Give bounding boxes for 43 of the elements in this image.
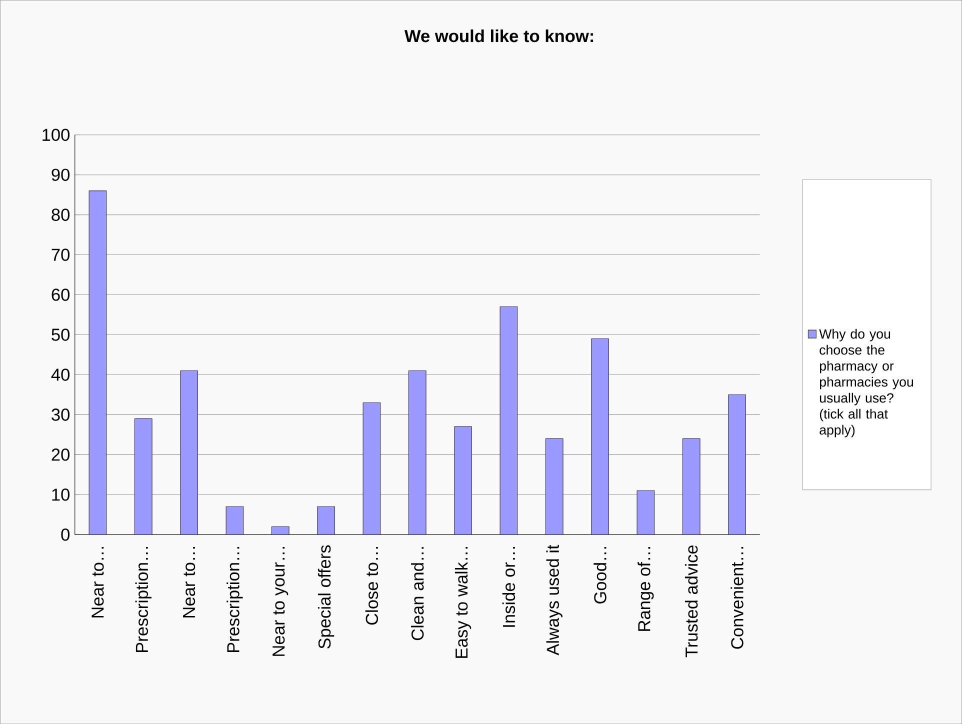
- bar: [591, 338, 609, 535]
- y-tick-label: 30: [52, 408, 70, 421]
- bar: [88, 190, 107, 535]
- bar: [545, 438, 564, 535]
- bar: [134, 418, 152, 535]
- legend-label: Why do you choose the pharmacy or pharmacies you usually use? (tick all that apply): [819, 328, 914, 438]
- y-tick-label: 50: [52, 328, 70, 341]
- y-tick-label: 20: [52, 448, 70, 461]
- x-tick-label: Near to…: [183, 546, 196, 618]
- x-tick-label: Inside or…: [502, 546, 516, 627]
- bar: [226, 506, 244, 535]
- x-tick-label: Prescription…: [226, 546, 243, 652]
- x-tick-label: Easy to walk…: [454, 546, 472, 658]
- bar: [408, 370, 426, 535]
- bar: [728, 394, 746, 535]
- bar: [317, 506, 335, 535]
- x-tick-label: Always used it: [546, 544, 562, 656]
- x-tick-label: Convenient…: [730, 546, 744, 649]
- chart-title: We would like to know:: [404, 29, 594, 42]
- bar: [682, 438, 700, 535]
- bar: [500, 306, 518, 535]
- bar: [362, 402, 381, 535]
- bar: [180, 370, 198, 535]
- x-tick-label: Near to your…: [272, 546, 288, 656]
- bar: [636, 490, 655, 535]
- x-tick-label: Special offers: [318, 545, 334, 648]
- bar: [271, 526, 290, 535]
- y-tick-label: 10: [52, 488, 70, 501]
- y-tick-label: 40: [51, 368, 70, 381]
- y-tick-label: 100: [42, 128, 70, 141]
- x-tick-label: Range of…: [638, 546, 654, 631]
- y-tick-label: 80: [52, 208, 70, 221]
- x-tick-label: Good…: [594, 546, 606, 604]
- y-tick-label: 90: [52, 168, 70, 181]
- x-tick-label: Close to…: [365, 546, 378, 625]
- x-tick-label: Prescription…: [135, 546, 152, 652]
- y-tick-label: 0: [61, 528, 70, 541]
- y-tick-label: 60: [52, 288, 70, 301]
- y-tick-label: 70: [52, 248, 70, 261]
- x-tick-label: Clean and…: [411, 547, 424, 640]
- bar: [454, 426, 472, 535]
- x-tick-label: Trusted advice: [684, 545, 698, 658]
- x-tick-label: Near to…: [92, 546, 104, 618]
